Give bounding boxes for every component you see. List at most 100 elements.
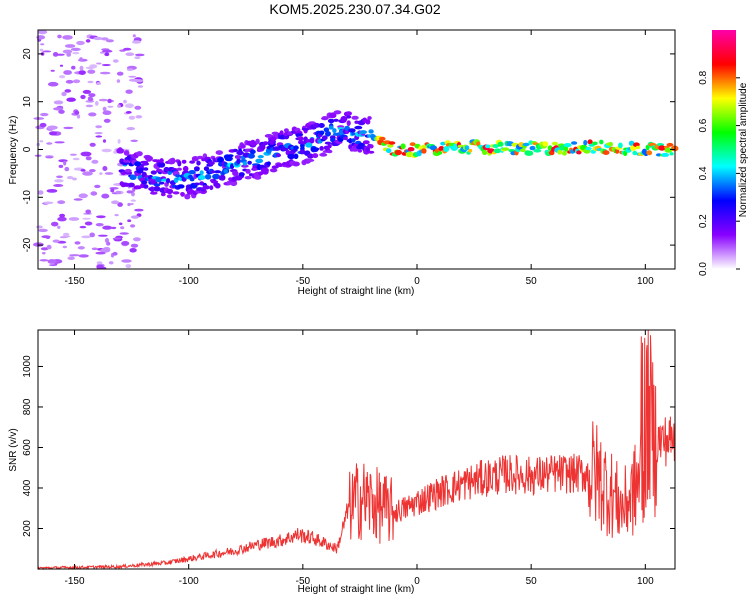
spectrogram-cell xyxy=(102,106,107,112)
spectrogram-cell xyxy=(114,214,119,217)
spectrogram-cell xyxy=(345,111,353,116)
y-tick-label: -10 xyxy=(22,190,33,205)
spectrogram-cell xyxy=(362,140,370,145)
spectrogram-cell xyxy=(159,158,164,164)
spectrogram-cell xyxy=(279,130,284,136)
spectrogram-cell xyxy=(343,136,348,141)
x-tick-label: 0 xyxy=(414,576,420,587)
spectrogram-cell xyxy=(309,137,315,144)
spectrogram-cell xyxy=(482,149,488,155)
spectrogram-cell xyxy=(62,35,73,40)
spectrogram-cell xyxy=(46,189,58,193)
spectrogram-cell xyxy=(52,239,60,243)
spectrogram-cell xyxy=(63,126,74,130)
spectrogram-cell xyxy=(70,47,81,52)
spectrogram-cell xyxy=(130,203,134,205)
spectrogram-cell xyxy=(54,179,64,183)
spectrogram-cell xyxy=(91,159,99,164)
spectrogram-cell xyxy=(259,144,266,151)
colorbar-tick-label: 0.0 xyxy=(698,262,709,276)
spectrogram-cell xyxy=(209,185,214,191)
spectrogram-cell xyxy=(102,225,113,230)
spectrogram-cell xyxy=(123,47,132,51)
spectrogram-cell xyxy=(42,50,52,53)
spectrogram-cell xyxy=(134,105,142,110)
spectrogram-cell xyxy=(318,123,325,128)
spectrogram-cell xyxy=(320,152,326,157)
spectrogram-cell xyxy=(235,155,242,160)
spectrogram-cell xyxy=(583,139,588,146)
spectrogram-cell xyxy=(272,146,281,151)
spectrogram-cell xyxy=(124,168,132,173)
spectrogram-cell xyxy=(203,185,210,190)
spectrogram-cell xyxy=(61,91,67,97)
spectrogram-cell xyxy=(497,141,504,147)
spectrogram-cell xyxy=(128,78,140,82)
spectrogram-cell xyxy=(157,168,163,173)
spectrogram-cell xyxy=(368,129,374,134)
spectrogram-cell xyxy=(95,251,106,255)
spectrogram-cell xyxy=(283,128,289,133)
spectrogram-cell xyxy=(107,105,114,108)
spectrogram-cell xyxy=(329,112,337,119)
spectrogram-cell xyxy=(210,170,216,174)
spectrogram-cell xyxy=(379,136,386,141)
spectrogram-cell xyxy=(533,148,542,153)
spectrogram-cell xyxy=(85,66,95,70)
spectrogram-cell xyxy=(72,79,81,84)
spectrogram-cell xyxy=(110,226,117,230)
spectrogram-cell xyxy=(327,144,332,149)
spectrogram-cell xyxy=(387,144,394,148)
spectrogram-cell xyxy=(59,213,65,218)
x-tick-label: -150 xyxy=(65,576,85,587)
spectrogram-cell xyxy=(437,151,443,155)
spectrogram-cell xyxy=(137,85,144,88)
spectrogram-cell xyxy=(91,247,98,251)
spectrogram-cell xyxy=(62,49,73,54)
spectrogram-cell xyxy=(127,182,135,188)
spectrogram-cell xyxy=(116,79,121,83)
x-tick-label: -150 xyxy=(65,276,85,287)
spectrogram-cell xyxy=(306,158,315,162)
spectrogram-cell xyxy=(102,139,107,143)
spectrogram-cell xyxy=(85,156,92,161)
spectrogram-cell xyxy=(39,140,44,143)
spectrogram-cell xyxy=(101,64,111,66)
spectrogram-cell xyxy=(105,39,114,43)
spectrogram-cell xyxy=(142,162,150,166)
spectrogram-cell xyxy=(96,261,103,265)
spectrogram-cell xyxy=(241,164,249,168)
spectrogram-cell xyxy=(232,170,239,176)
spectrogram-cell xyxy=(159,181,165,185)
spectrogram-cell xyxy=(65,79,74,84)
spectrogram-cell xyxy=(299,149,306,155)
spectrogram-cell xyxy=(438,146,445,151)
spectrogram-cell xyxy=(102,166,108,171)
snr-frame xyxy=(37,329,676,570)
spectrogram-cell xyxy=(50,69,55,72)
spectrogram-cell xyxy=(240,144,246,149)
spectrogram-cell xyxy=(193,182,200,186)
spectrogram-cell xyxy=(85,104,94,108)
spectrogram-marks xyxy=(33,29,679,270)
spectrogram-cell xyxy=(111,200,120,205)
spectrogram-cell xyxy=(129,248,137,253)
spectrogram-cell xyxy=(82,217,91,220)
x-tick-label: -100 xyxy=(179,576,199,587)
spectrogram-cell xyxy=(247,153,255,159)
colorbar-gradient xyxy=(712,30,736,269)
spectrogram-cell xyxy=(328,125,334,130)
spectrogram-cell xyxy=(115,190,122,194)
spectrogram-cell xyxy=(126,68,134,71)
x-tick-label: 50 xyxy=(526,276,538,287)
spectrogram-cell xyxy=(669,152,674,156)
spectrogram-cell xyxy=(172,191,180,195)
spectrogram-cell xyxy=(319,146,324,151)
spectrogram-cell xyxy=(125,111,132,114)
spectrogram-cell xyxy=(227,154,234,158)
spectrogram-cell xyxy=(89,232,95,238)
spectrogram-cell xyxy=(116,148,125,154)
spectrogram-cell xyxy=(207,161,215,166)
spectrogram-cell xyxy=(71,65,76,70)
spectrogram-cell xyxy=(46,244,52,250)
